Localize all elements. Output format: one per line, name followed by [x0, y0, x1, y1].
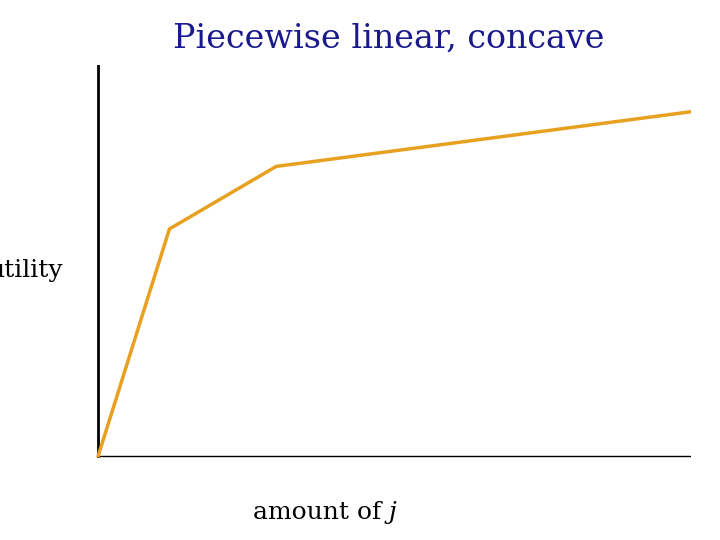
- Text: amount of: amount of: [253, 501, 389, 524]
- Text: j: j: [389, 501, 397, 524]
- Text: utility: utility: [0, 259, 63, 281]
- Title: Piecewise linear, concave: Piecewise linear, concave: [173, 23, 605, 55]
